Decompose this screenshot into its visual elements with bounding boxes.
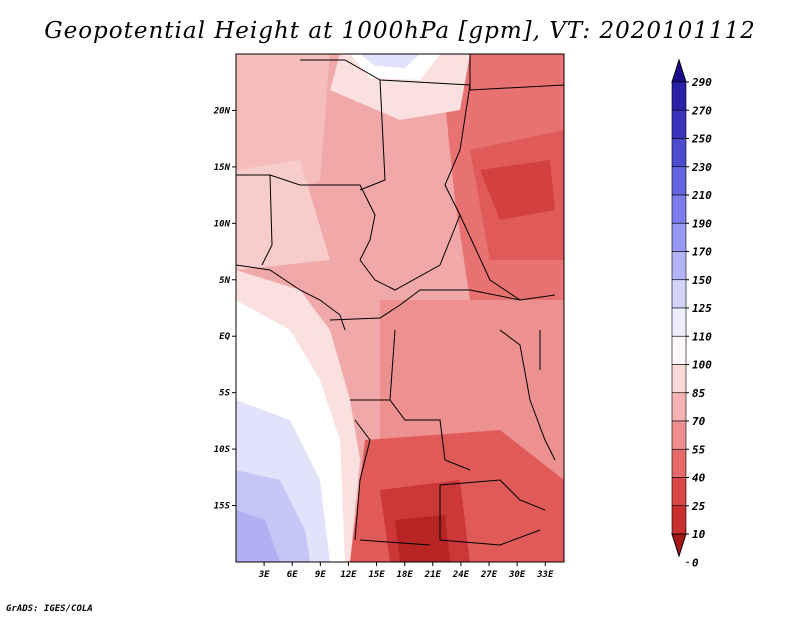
country-borders — [236, 54, 564, 546]
colorbar-label: 190 — [692, 217, 712, 230]
colorbar-label: 70 — [692, 415, 706, 428]
lon-tick-label: 30E — [508, 570, 526, 580]
lon-tick-label: 3E — [258, 570, 270, 580]
colorbar-label: 10 — [692, 528, 706, 541]
colorbar-segment — [671, 138, 687, 168]
colorbar-segment — [671, 477, 687, 507]
lat-tick-label: EQ — [219, 332, 230, 342]
colorbar-segment — [671, 448, 687, 478]
colorbar-label: 100 — [692, 359, 712, 372]
credit-text: GrADS: IGES/COLA — [6, 604, 93, 614]
lon-tick-label: 6E — [287, 570, 298, 580]
colorbar-label: 110 — [692, 330, 712, 343]
axis-ticks: 3E 6E 9E 12E 15E 18E 21E 24E 27E 30E 33E 20N 15N 10N 5… — [213, 106, 554, 580]
lon-tick-label: 18E — [397, 570, 414, 580]
colorbar-bottom-arrow — [671, 533, 687, 558]
lat-tick-label: 15S — [214, 502, 231, 512]
colorbar-segment — [671, 392, 687, 422]
colorbar-segment — [671, 505, 687, 535]
colorbar-segment — [671, 335, 687, 365]
field-shading — [236, 54, 564, 562]
colorbar-label: 270 — [691, 104, 712, 117]
colorbar-label: 150 — [692, 274, 712, 287]
lon-tick-label: 33E — [536, 570, 554, 580]
colorbar-label: 125 — [692, 302, 712, 315]
map-frame — [235, 53, 565, 563]
colorbar-label: 210 — [691, 189, 712, 202]
colorbar-label: 40 — [692, 472, 706, 485]
colorbar-segment — [671, 279, 687, 309]
colorbar-label: 170 — [692, 246, 712, 259]
lat-tick-label: 20N — [213, 106, 231, 116]
lat-tick-label: 15N — [214, 163, 231, 173]
lon-tick-label: 15E — [368, 570, 385, 580]
lat-tick-label: 5N — [219, 276, 230, 286]
colorbar-segment — [671, 81, 687, 111]
colorbar-segment — [671, 166, 687, 196]
colorbar-label: 85 — [692, 387, 706, 400]
colorbar-segment — [671, 194, 687, 224]
colorbar-top-arrow — [671, 58, 687, 83]
colorbar-segment — [671, 109, 687, 139]
colorbar-label: 0 — [692, 556, 699, 569]
lon-tick-label: 9E — [315, 570, 326, 580]
lon-tick-label: 24E — [452, 570, 470, 580]
colorbar-label: 55 — [692, 443, 706, 456]
colorbar-label: 290 — [691, 76, 712, 89]
lat-tick-label: 5S — [219, 389, 230, 399]
colorbar: 2902702502302101901701501251101008570554… — [671, 58, 712, 569]
colorbar-label: 250 — [691, 133, 712, 146]
lat-tick-label: 10S — [214, 445, 231, 455]
colorbar-segment — [671, 251, 687, 281]
colorbar-segment — [671, 307, 687, 337]
colorbar-segment — [671, 420, 687, 450]
map-title: Geopotential Height at 1000hPa [gpm], VT… — [44, 18, 756, 44]
lon-tick-label: 27E — [480, 570, 498, 580]
lat-tick-label: 10N — [214, 219, 231, 229]
lon-tick-label: 12E — [340, 570, 357, 580]
lon-tick-label: 21E — [424, 570, 442, 580]
colorbar-segment — [671, 364, 687, 394]
colorbar-label: 230 — [691, 161, 712, 174]
colorbar-label: 25 — [691, 500, 706, 513]
colorbar-segment — [671, 222, 687, 252]
